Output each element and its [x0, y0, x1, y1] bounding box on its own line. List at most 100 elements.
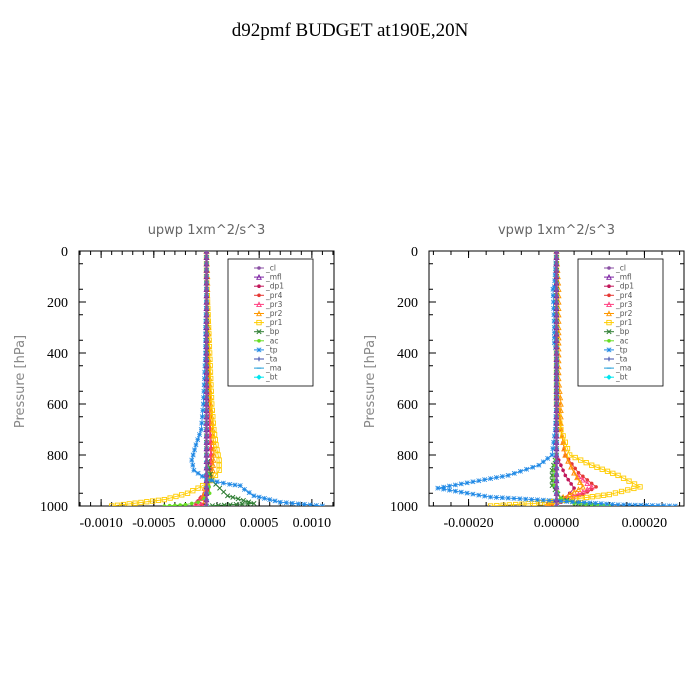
legend-box	[227, 258, 314, 387]
data-point_pr2	[575, 486, 582, 493]
legend-label: _mfl	[265, 273, 282, 282]
data-point_tp	[545, 455, 551, 461]
data-point_pr1	[216, 467, 222, 473]
data-point_dp1	[561, 468, 565, 473]
y-tick-label: 0	[61, 245, 68, 260]
data-point_pr1	[190, 488, 196, 494]
data-point_tp	[587, 500, 593, 506]
data-point_cl	[554, 421, 559, 425]
data-point_cl	[204, 478, 209, 483]
y-axis-label: Pressure [hPa]	[363, 335, 378, 428]
data-point_pr1	[213, 442, 219, 448]
legend-marker	[607, 284, 611, 289]
data-point_cl	[554, 453, 559, 457]
data-point_cl	[204, 446, 209, 451]
data-point_cl	[204, 274, 209, 279]
data-point_pr1	[500, 502, 506, 506]
data-point_cl	[204, 306, 209, 311]
data-point_pr1	[216, 462, 222, 468]
data-point_cl	[554, 497, 559, 502]
data-point_tp	[464, 480, 470, 486]
data-point_tp	[661, 503, 667, 506]
data-point_cl	[554, 395, 559, 400]
data-point_pr4	[594, 485, 598, 489]
data-point_tp	[447, 483, 452, 489]
data-point_tp	[295, 501, 301, 506]
x-tick-label: -0.00020	[443, 516, 493, 531]
data-point_cl	[554, 427, 559, 432]
data-point_tp	[476, 492, 482, 498]
data-point_tp	[452, 488, 458, 494]
data-point_tp	[246, 490, 252, 496]
data-point_tp	[536, 462, 542, 468]
data-point_bp	[239, 501, 245, 506]
data-point_tp	[609, 501, 615, 506]
legend-label: _ma	[265, 364, 282, 373]
data-point_bp	[217, 485, 223, 491]
data-point_pr1	[167, 495, 173, 501]
data-point_cl	[204, 459, 209, 464]
legend-box	[577, 258, 664, 387]
data-point_pr1	[179, 492, 185, 498]
legend-marker	[606, 347, 612, 353]
data-point_pr2	[566, 491, 573, 498]
data-point_pr1	[120, 501, 127, 506]
data-point_tp	[190, 462, 196, 468]
data-point_pr1	[564, 445, 571, 452]
data-point_cl	[204, 453, 209, 457]
data-point_tp	[241, 486, 247, 492]
data-point_tp	[301, 501, 307, 506]
y-tick-label: 800	[47, 449, 68, 464]
data-point_pr2	[557, 400, 564, 407]
x-tick-label: 0.0005	[240, 516, 279, 531]
data-point_bp	[235, 496, 241, 502]
legend-marker	[256, 329, 262, 335]
data-point_pr1	[537, 500, 544, 506]
data-point_tp	[655, 503, 661, 506]
x-tick-label: 0.0010	[293, 516, 332, 531]
data-point_tp	[201, 395, 207, 401]
data-point_tp	[482, 493, 488, 499]
legend-marker	[606, 319, 612, 326]
data-point_tp	[517, 468, 523, 474]
data-point_pr1	[578, 495, 584, 501]
data-point_cl	[204, 351, 209, 355]
data-point_tp	[499, 473, 505, 479]
data-point_tp	[549, 452, 555, 458]
data-point_tp	[435, 485, 441, 491]
data-point_tp	[540, 497, 546, 503]
data-point_cl	[554, 383, 559, 387]
legend-label: _ma	[615, 364, 632, 373]
data-point_cl	[554, 351, 559, 355]
data-point_tp	[546, 497, 552, 503]
data-point_dp1	[572, 486, 576, 490]
data-point_pr1	[525, 501, 531, 506]
data-point_cl	[554, 293, 559, 298]
series_cl	[554, 251, 559, 506]
data-point_pr1	[583, 494, 590, 501]
data-point_tp	[209, 478, 215, 483]
legend-marker	[606, 301, 612, 308]
data-point_pr1	[612, 490, 619, 496]
data-point_pr1	[589, 462, 595, 468]
data-point_cl	[554, 338, 559, 343]
data-point_cl	[554, 491, 559, 496]
legend: _cl_mfl_dp1_pr4_pr3_pr2_pr1_bp_ac_tp_ta_…	[227, 258, 314, 387]
plot-area	[435, 251, 678, 506]
data-point_cl	[204, 440, 209, 445]
data-point_pr1	[114, 502, 121, 506]
data-point_cl	[554, 376, 559, 381]
data-point_cl	[554, 300, 559, 304]
data-point_tp	[447, 487, 452, 493]
data-point_pr1	[209, 401, 215, 407]
data-point_pr1	[578, 457, 584, 463]
data-point_tp	[199, 414, 205, 420]
data-point_tp	[570, 499, 576, 505]
data-point_dp1	[569, 482, 573, 486]
legend: _cl_mfl_dp1_pr4_pr3_pr2_pr1_bp_ac_tp_ta_…	[577, 258, 664, 387]
plot-area	[109, 251, 325, 506]
data-point_pr1	[606, 491, 612, 498]
data-point_tp	[550, 446, 556, 452]
data-point_cl	[204, 472, 209, 476]
data-point_pr1	[620, 475, 627, 481]
